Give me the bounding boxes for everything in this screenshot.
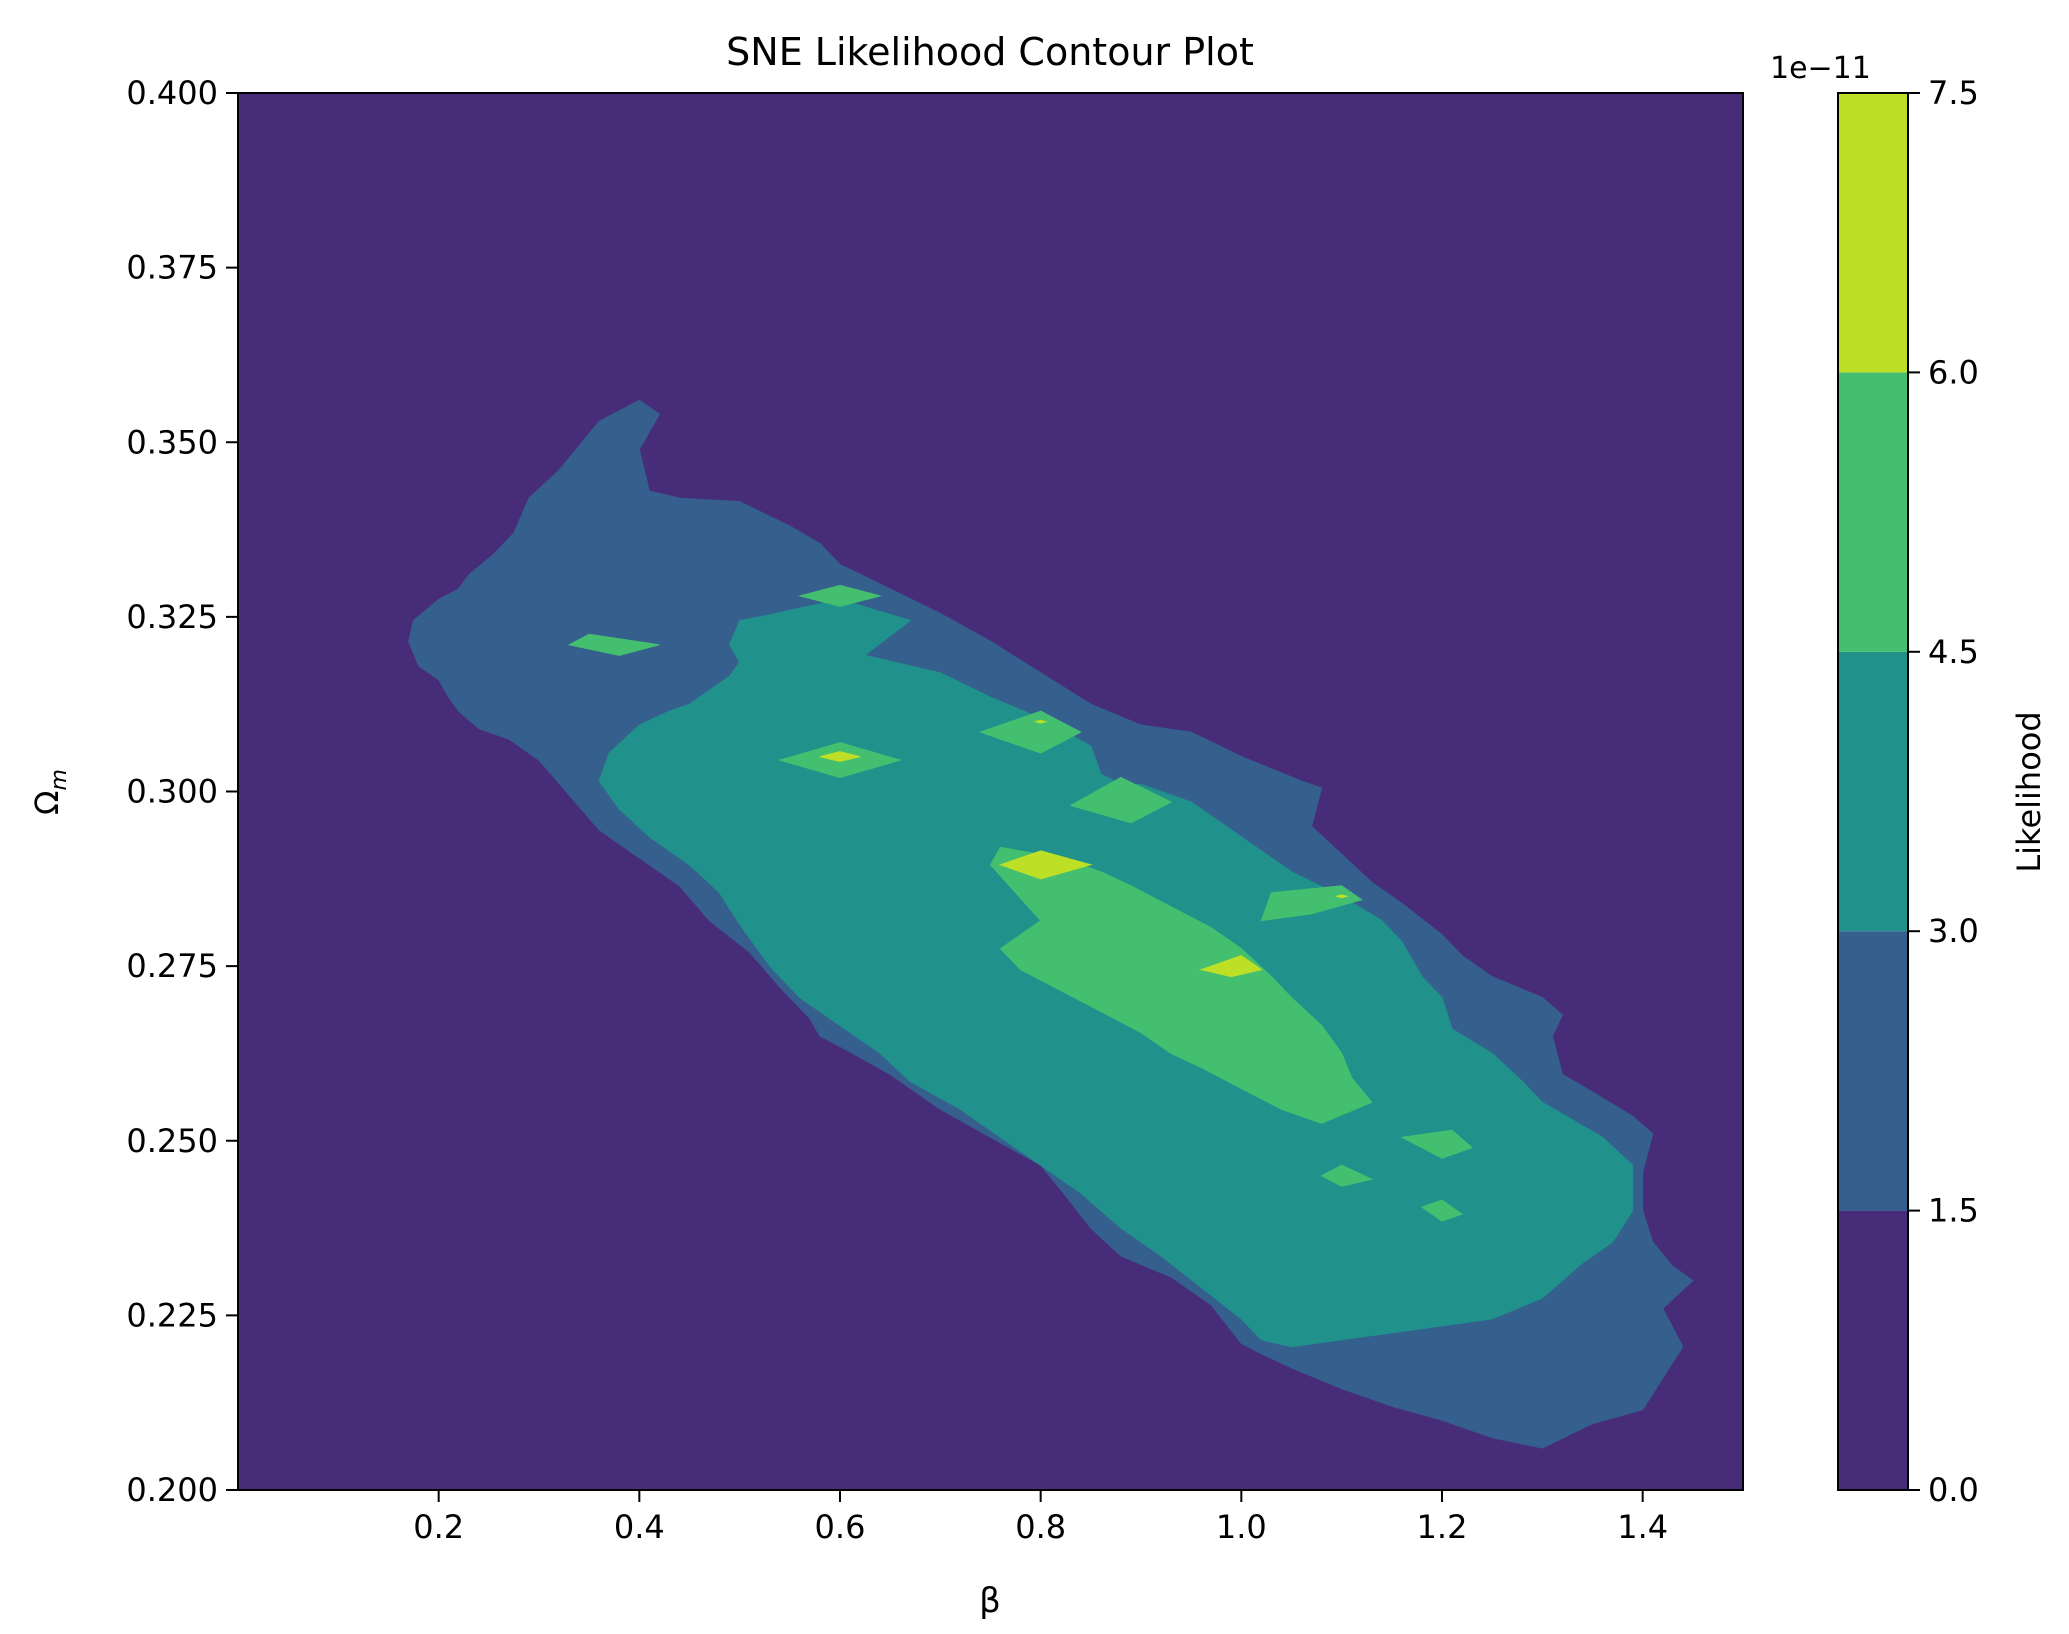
contour-region-level-3-7 (1400, 1129, 1474, 1159)
x-tick-label: 0.8 (1015, 1508, 1066, 1546)
y-tick-label: 0.400 (126, 74, 218, 112)
colorbar-tick-label: 6.0 (1928, 353, 1979, 391)
x-axis-ticks: 0.2 0.4 0.6 0.8 1.0 1.2 1.4 (413, 1490, 1668, 1546)
colorbar-band (1838, 93, 1908, 373)
contour-region-level-3-4 (1069, 776, 1173, 824)
y-tick-label: 0.250 (126, 1122, 218, 1160)
x-tick-label: 1.2 (1417, 1508, 1468, 1546)
colorbar-tick-label: 7.5 (1928, 74, 1979, 112)
y-axis-label-main: Ω (28, 790, 66, 814)
colorbar-scale-label: 1e−11 (1770, 51, 1871, 86)
contour-region-level-3-6 (1260, 885, 1363, 922)
y-tick-label: 0.225 (126, 1296, 218, 1334)
y-tick-label: 0.275 (126, 947, 218, 985)
colorbar-band (1838, 931, 1908, 1211)
y-tick-label: 0.350 (126, 423, 218, 461)
colorbar-tick-label: 1.5 (1928, 1192, 1979, 1230)
y-axis-label: Ωm (28, 769, 72, 815)
contour-region-level-3-1 (567, 633, 660, 656)
colorbar-frame (1837, 92, 1909, 1491)
colorbar-label: Likelihood (2010, 711, 2048, 872)
x-axis-label: β (979, 1581, 1001, 1621)
y-tick-label: 0.375 (126, 249, 218, 287)
contour-region-level-3-8 (1320, 1164, 1374, 1187)
chart-title: SNE Likelihood Contour Plot (726, 30, 1254, 74)
x-tick-label: 0.6 (815, 1508, 866, 1546)
y-tick-label: 0.300 (126, 773, 218, 811)
contour-region-level-4-2 (1199, 955, 1263, 978)
contour-region-level-4-0 (819, 751, 861, 763)
colorbar: 0.0 1.5 3.0 4.5 6.0 7.5 1e−11 Likelihood (1770, 51, 2048, 1509)
x-tick-label: 0.2 (413, 1508, 464, 1546)
y-tick-label: 0.200 (126, 1471, 218, 1509)
colorbar-bands (1838, 93, 1908, 1490)
colorbar-band (1838, 1210, 1908, 1490)
colorbar-band (1838, 651, 1908, 932)
contour-region-level-3-3 (978, 710, 1082, 754)
contour-region-level-4-4 (1334, 894, 1349, 899)
plot-area (237, 92, 1744, 1491)
colorbar-tick-label: 4.5 (1928, 633, 1979, 671)
colorbar-ticks: 0.0 1.5 3.0 4.5 6.0 7.5 (1908, 74, 1979, 1509)
contour-region-level-3-5 (989, 846, 1373, 1124)
colorbar-tick-label: 3.0 (1928, 912, 1979, 950)
x-tick-label: 0.4 (614, 1508, 665, 1546)
contour-region-level-4-3 (1033, 719, 1048, 724)
contour-region-level-4-1 (998, 850, 1093, 880)
colorbar-tick-label: 0.0 (1928, 1471, 1979, 1509)
contour-regions (408, 399, 1694, 1449)
y-tick-label: 0.325 (126, 598, 218, 636)
colorbar-band (1838, 372, 1908, 652)
contour-region-level-3-9 (1420, 1199, 1464, 1222)
contour-region-level-3-0 (797, 584, 883, 607)
x-tick-label: 1.4 (1617, 1508, 1668, 1546)
x-tick-label: 1.0 (1216, 1508, 1267, 1546)
y-axis-ticks: 0.200 0.225 0.250 0.275 0.300 0.325 0.350 0.375… (126, 74, 238, 1509)
y-axis-label-sub: m (47, 769, 72, 790)
